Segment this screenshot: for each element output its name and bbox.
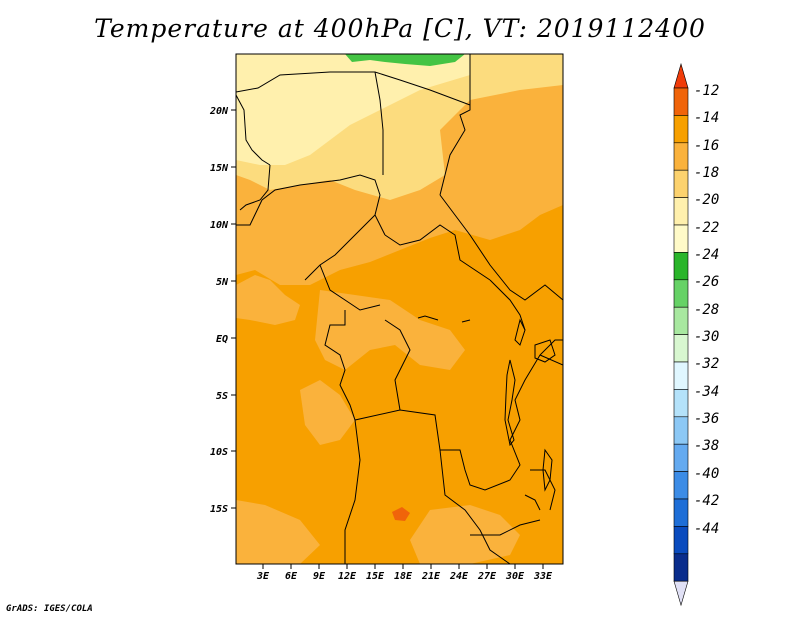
colorbar-swatch xyxy=(673,416,689,445)
lat-label: 5S xyxy=(216,391,228,402)
colorbar-swatch xyxy=(673,526,689,555)
colorbar-swatch xyxy=(673,279,689,308)
lon-label: 27E xyxy=(477,571,497,582)
lat-label: 20N xyxy=(209,106,229,117)
field-warm-spot xyxy=(392,507,410,521)
field-cold-patch xyxy=(345,54,465,66)
lat-label: 15S xyxy=(210,504,228,515)
lakes xyxy=(417,315,556,511)
colorbar-label: -44 xyxy=(694,521,719,537)
colorbar-label: -32 xyxy=(694,356,719,372)
lon-label: 18E xyxy=(394,571,413,582)
lat-labels: 20N 15N 10N 5N EQ 5S 10S 15S xyxy=(209,106,229,515)
colorbar-label: -34 xyxy=(694,384,719,400)
lat-label: 5N xyxy=(216,277,229,288)
colorbar-label: -28 xyxy=(694,302,719,318)
field-band-20-18 xyxy=(236,54,470,165)
colorbar-swatch xyxy=(673,87,689,116)
lon-label: 6E xyxy=(285,571,298,582)
field-lobe-west xyxy=(236,275,300,325)
colorbar-label: -30 xyxy=(694,329,719,345)
field-lobe-southwest xyxy=(236,500,320,564)
lon-label: 33E xyxy=(533,571,553,582)
colorbar-label: -22 xyxy=(694,220,719,236)
lon-label: 30E xyxy=(505,571,525,582)
colorbar-swatch xyxy=(673,389,689,418)
colorbar-swatch xyxy=(673,471,689,500)
lat-label: 10S xyxy=(210,447,228,458)
colorbar-label: -12 xyxy=(694,83,719,99)
map-title: Temperature at 400hPa [C], VT: 201911240… xyxy=(94,14,706,43)
map-frame xyxy=(235,53,564,565)
lat-ticks xyxy=(231,109,236,509)
lon-label: 3E xyxy=(256,571,270,582)
colorbar-labels: -12 -14 -16 -18 -20 -22 -24 -26 -28 -30 … xyxy=(694,83,719,537)
colorbar-label: -24 xyxy=(694,247,719,263)
colorbar-swatch xyxy=(673,115,689,144)
colorbar-swatch xyxy=(673,361,689,390)
lon-ticks xyxy=(262,564,544,569)
colorbar-swatch xyxy=(673,252,689,281)
colorbar-swatch xyxy=(673,553,689,582)
lon-label: 24E xyxy=(449,571,469,582)
colorbar-swatch xyxy=(673,443,689,472)
colorbar-label: -20 xyxy=(694,192,719,208)
field-lobe-south xyxy=(300,380,355,445)
colorbar-swatch xyxy=(673,197,689,226)
colorbar-label: -36 xyxy=(694,411,719,427)
colorbar-swatch xyxy=(673,306,689,335)
colorbar-label: -18 xyxy=(694,165,719,181)
colorbar-label: -38 xyxy=(694,438,719,454)
lon-label: 9E xyxy=(313,571,326,582)
field-lobe-southeast xyxy=(410,505,520,564)
colorbar-swatch xyxy=(673,498,689,527)
temperature-field xyxy=(236,54,563,564)
colorbar-swatch xyxy=(673,169,689,198)
colorbar-label: -42 xyxy=(694,493,719,509)
colorbar xyxy=(673,62,689,607)
lon-label: 15E xyxy=(366,571,385,582)
colorbar-top-arrow xyxy=(673,62,689,89)
lon-label: 21E xyxy=(421,571,441,582)
field-lobe-central xyxy=(315,290,465,370)
colorbar-swatch xyxy=(673,224,689,253)
colorbar-label: -14 xyxy=(694,110,719,126)
colorbar-swatch xyxy=(673,142,689,171)
colorbar-label: -40 xyxy=(694,466,719,482)
lat-label: 15N xyxy=(210,163,229,174)
lon-label: 12E xyxy=(338,571,357,582)
colorbar-swatch xyxy=(673,334,689,363)
lon-labels: 3E 6E 9E 12E 15E 18E 21E 24E 27E 30E 33E xyxy=(256,571,553,582)
lat-label: 10N xyxy=(210,220,229,231)
colorbar-bottom-arrow xyxy=(673,580,689,607)
colorbar-label: -16 xyxy=(694,138,719,154)
colorbar-label: -26 xyxy=(694,274,719,290)
credit-text: GrADS: IGES/COLA xyxy=(6,604,93,614)
lat-label: EQ xyxy=(216,334,228,345)
